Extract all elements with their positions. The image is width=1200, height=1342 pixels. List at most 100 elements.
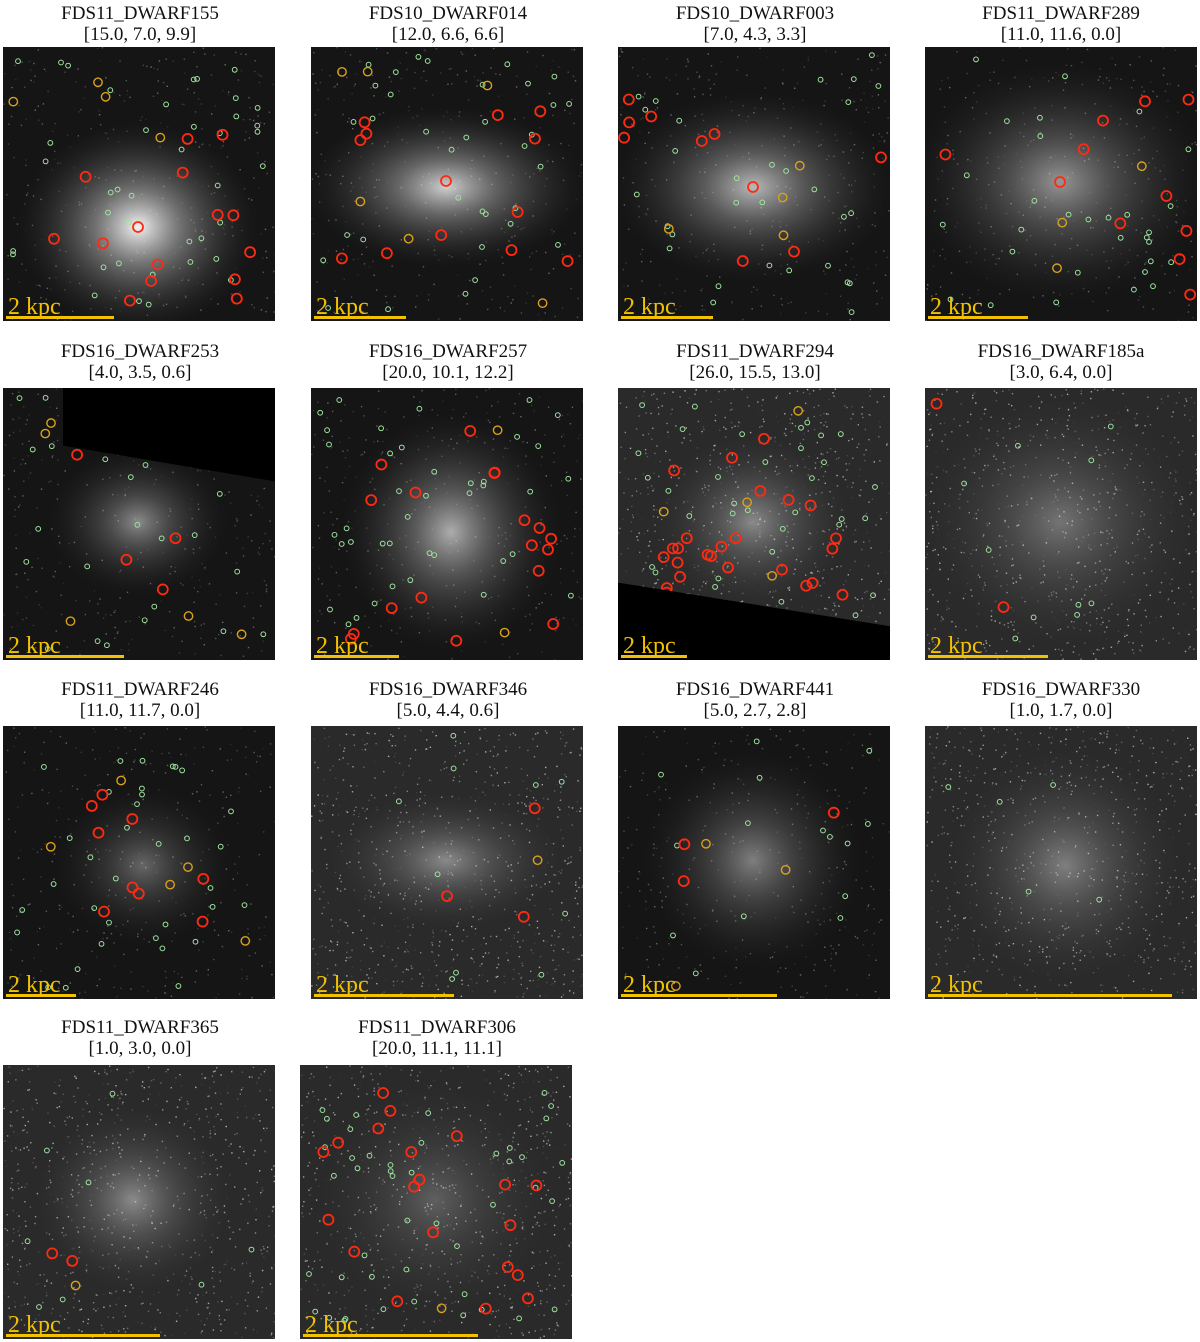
- noise-pixel: [685, 427, 687, 429]
- noise-pixel: [155, 997, 157, 999]
- noise-pixel: [830, 589, 832, 591]
- green-source-marker: [127, 474, 134, 481]
- noise-pixel: [196, 66, 198, 68]
- noise-pixel: [4, 73, 6, 75]
- green-source-marker: [84, 563, 91, 570]
- noise-pixel: [946, 440, 948, 443]
- noise-pixel: [1193, 562, 1195, 564]
- noise-pixel: [270, 753, 272, 755]
- noise-pixel: [81, 998, 83, 999]
- noise-pixel: [889, 558, 890, 561]
- noise-pixel: [931, 432, 934, 435]
- green-source-marker: [254, 128, 261, 135]
- noise-pixel: [811, 610, 814, 612]
- noise-pixel: [178, 652, 181, 654]
- noise-pixel: [203, 644, 205, 646]
- noise-pixel: [449, 933, 451, 936]
- noise-pixel: [957, 640, 959, 642]
- noise-pixel: [932, 594, 934, 596]
- noise-pixel: [555, 616, 557, 619]
- noise-pixel: [156, 92, 159, 94]
- green-source-marker: [162, 921, 169, 928]
- noise-pixel: [379, 113, 381, 115]
- green-source-marker: [739, 431, 745, 438]
- noise-pixel: [847, 308, 849, 310]
- noise-pixel: [573, 49, 576, 51]
- green-source-marker: [676, 117, 683, 124]
- green-source-marker: [254, 122, 261, 129]
- noise-pixel: [1118, 640, 1120, 643]
- noise-pixel: [27, 904, 29, 906]
- noise-pixel: [625, 570, 627, 573]
- noise-pixel: [865, 107, 868, 109]
- noise-pixel: [220, 147, 222, 149]
- noise-pixel: [64, 320, 67, 321]
- noise-pixel: [214, 105, 216, 107]
- source-markers: [10, 58, 266, 308]
- noise-pixel: [580, 478, 582, 480]
- noise-pixel: [259, 75, 261, 77]
- noise-pixel: [390, 80, 393, 83]
- noise-pixel: [655, 109, 657, 111]
- noise-pixel: [995, 392, 998, 394]
- noise-pixel: [191, 793, 194, 795]
- noise-pixel: [27, 61, 30, 63]
- noise-pixel: [646, 435, 648, 437]
- noise-pixel: [24, 462, 27, 465]
- noise-pixel: [851, 438, 854, 440]
- orange-circle-marker: [155, 132, 166, 143]
- noise-pixel: [96, 984, 98, 987]
- noise-pixel: [650, 550, 652, 553]
- noise-pixel: [166, 728, 168, 730]
- noise-pixel: [856, 274, 858, 276]
- image-canvas: [3, 388, 275, 660]
- noise-pixel: [541, 783, 543, 786]
- noise-pixel: [387, 658, 389, 660]
- noise-pixel: [255, 761, 258, 763]
- noise-pixel: [657, 578, 659, 581]
- noise-pixel: [114, 626, 116, 629]
- orange-circle-marker: [778, 230, 789, 241]
- noise-pixel: [564, 745, 566, 747]
- noise-pixel: [342, 113, 344, 116]
- noise-pixel: [353, 730, 356, 732]
- noise-pixel: [1188, 304, 1190, 306]
- red-circle-marker: [126, 881, 139, 894]
- noise-pixel: [861, 578, 863, 581]
- green-source-marker: [479, 244, 485, 250]
- noise-pixel: [534, 933, 536, 935]
- green-source-marker: [320, 257, 327, 264]
- source-markers: [939, 56, 1192, 309]
- noise-pixel: [202, 941, 204, 943]
- noise-pixel: [35, 590, 38, 593]
- noise-pixel: [675, 425, 677, 427]
- noise-pixel: [319, 303, 321, 305]
- orange-circle-marker: [355, 196, 366, 207]
- noise-pixel: [265, 589, 267, 592]
- red-circle-marker: [440, 175, 452, 187]
- noise-pixel: [624, 477, 627, 479]
- noise-pixel: [937, 614, 939, 616]
- noise-pixel: [849, 569, 851, 571]
- noise-pixel: [86, 930, 88, 932]
- noise-pixel: [989, 644, 991, 647]
- noise-pixel: [560, 737, 562, 740]
- noise-pixel: [944, 433, 946, 436]
- noise-pixel: [347, 245, 349, 247]
- noise-pixel: [578, 255, 581, 257]
- green-source-marker: [535, 443, 542, 449]
- noise-pixel: [863, 402, 865, 404]
- noise-pixel: [411, 967, 413, 970]
- noise-pixel: [926, 472, 928, 475]
- noise-pixel: [7, 278, 9, 281]
- noise-pixel: [391, 265, 393, 267]
- noise-pixel: [951, 431, 953, 433]
- noise-pixel: [105, 77, 107, 79]
- noise-pixel: [354, 83, 356, 85]
- noise-pixel: [269, 786, 271, 788]
- noise-pixel: [1132, 642, 1134, 644]
- noise-pixel: [875, 620, 877, 623]
- red-circle-marker: [708, 128, 721, 140]
- noise-pixel: [989, 72, 991, 74]
- noise-pixel: [724, 416, 726, 419]
